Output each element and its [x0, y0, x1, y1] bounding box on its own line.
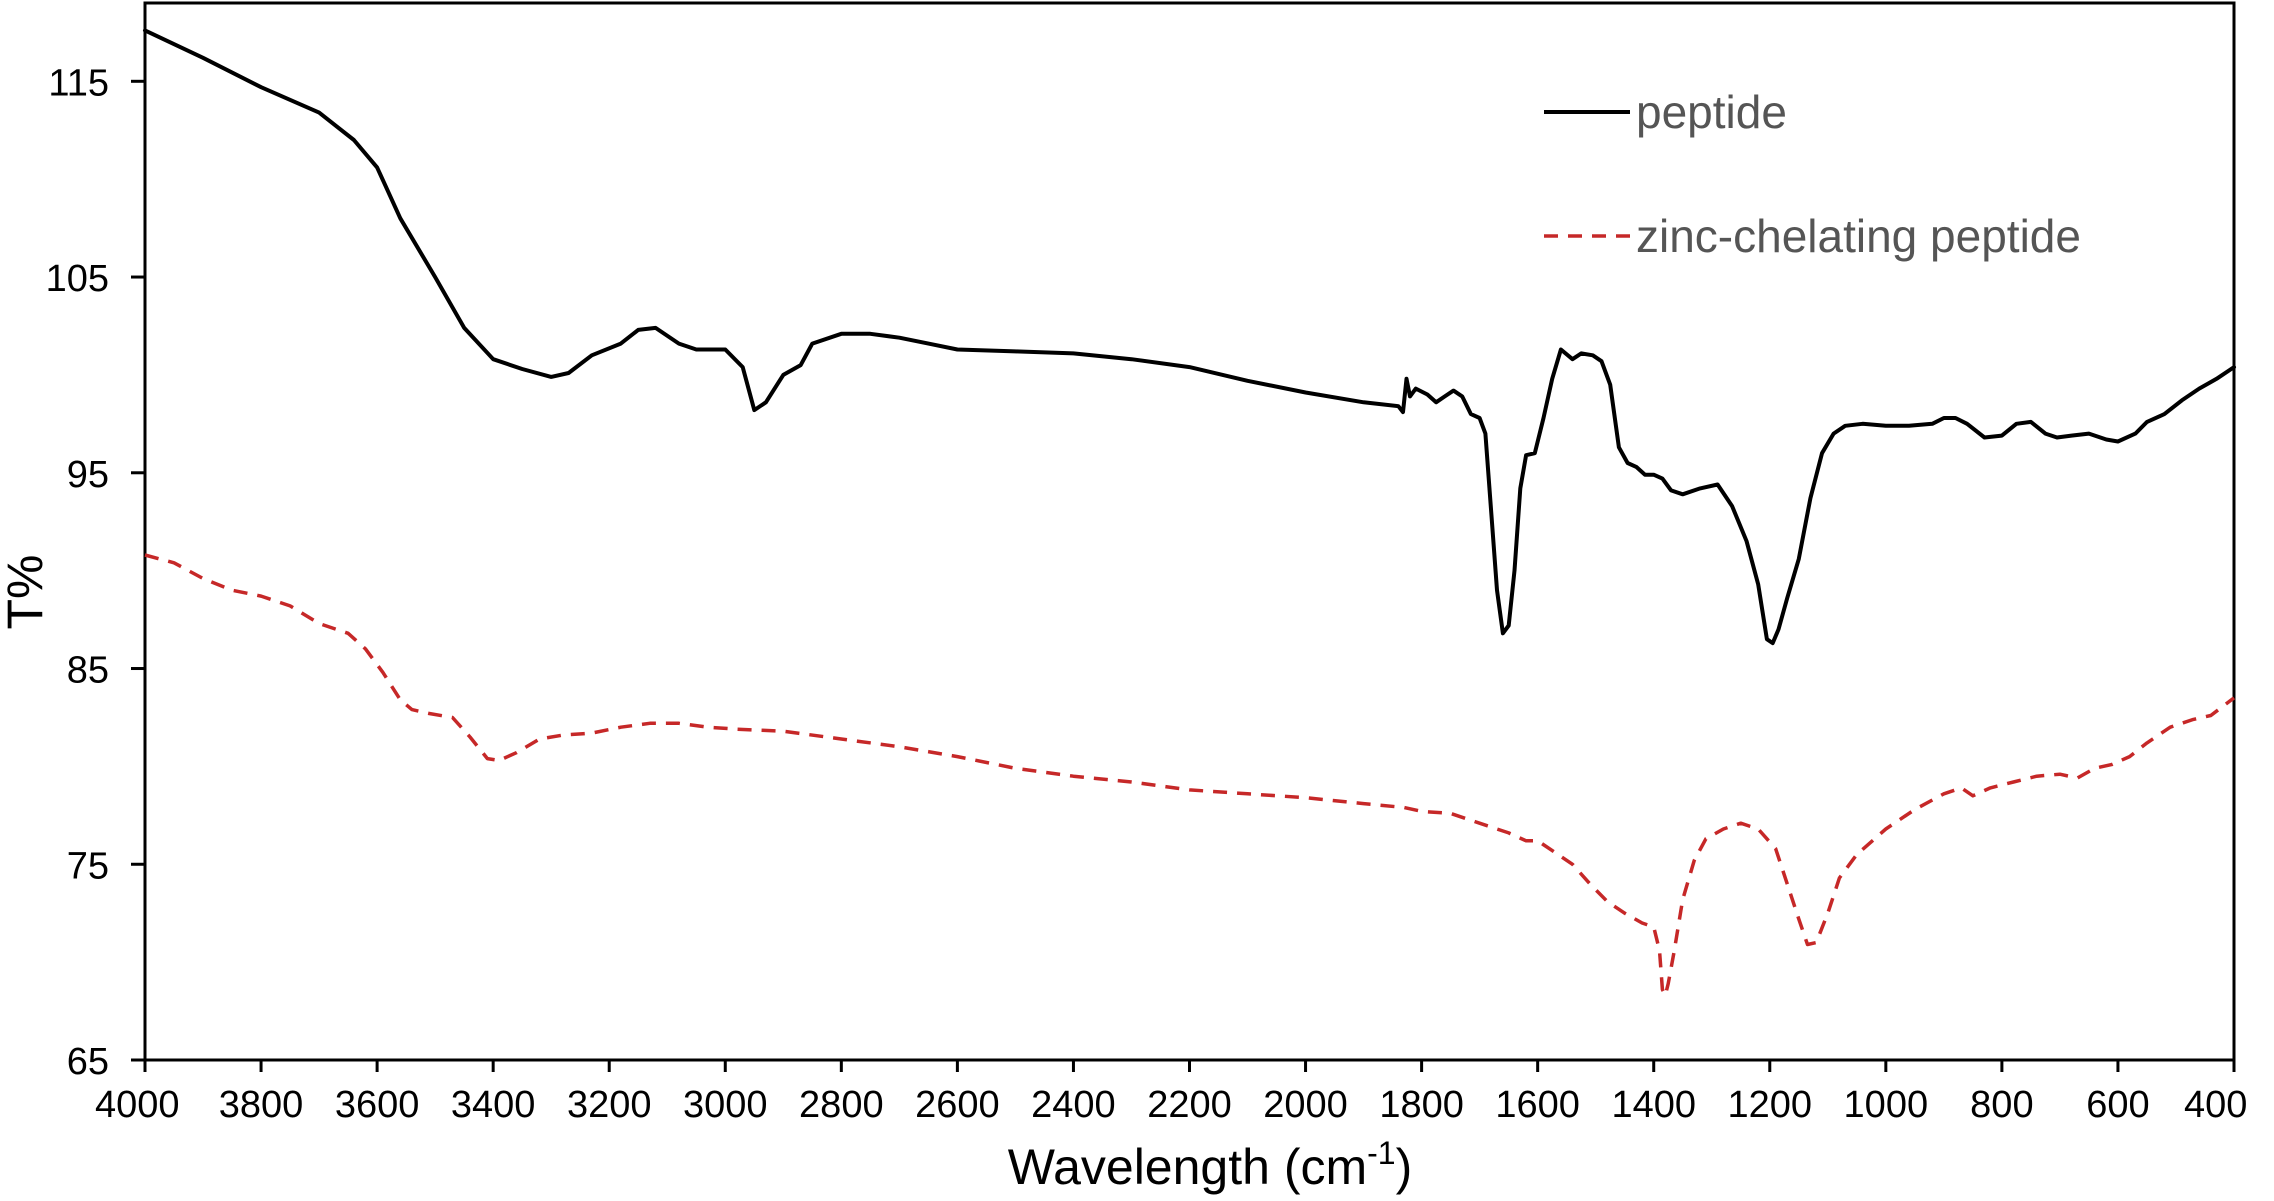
x-tick-label: 400	[2184, 1084, 2247, 1126]
x-tick-label: 4000	[95, 1084, 180, 1126]
plot-area	[143, 1, 2236, 1062]
series-layer	[143, 28, 2236, 998]
y-tick-label: 75	[67, 845, 109, 887]
x-axis-title-superscript: -1	[1367, 1135, 1395, 1171]
y-tick-label: 95	[67, 454, 109, 496]
x-tick-label: 3800	[219, 1084, 304, 1126]
x-axis: 4000 3800 3600 3400 3200 3000 2800 2600 2400 2200…	[95, 1060, 2247, 1126]
x-axis-title: Wavelength (cm-1)	[1008, 1135, 1412, 1195]
x-tick-label: 1800	[1379, 1084, 1464, 1126]
y-tick-label: 65	[67, 1041, 109, 1083]
x-axis-title-close: )	[1396, 1139, 1413, 1195]
x-tick-label: 2000	[1263, 1084, 1348, 1126]
x-tick-label: 800	[1970, 1084, 2033, 1126]
x-axis-title-main: Wavelength (cm	[1008, 1139, 1367, 1195]
y-tick-label: 105	[46, 258, 109, 300]
x-tick-label: 2400	[1031, 1084, 1116, 1126]
x-tick-label: 1200	[1728, 1084, 1813, 1126]
x-tick-label: 1000	[1844, 1084, 1929, 1126]
x-tick-label: 3000	[683, 1084, 768, 1126]
x-tick-label: 1400	[1611, 1084, 1696, 1126]
legend-label: peptide	[1636, 86, 1787, 138]
y-tick-label: 85	[67, 650, 109, 692]
y-axis: 65 75 85 95 105 115	[46, 62, 145, 1083]
x-tick-label: 600	[2086, 1084, 2149, 1126]
x-tick-label: 3400	[451, 1084, 536, 1126]
series-line-zinc-chelating-peptide	[144, 553, 2236, 998]
plot-frame	[143, 1, 2236, 1062]
x-tick-label: 2600	[915, 1084, 1000, 1126]
x-tick-label: 1600	[1495, 1084, 1580, 1126]
y-axis-title: T%	[0, 555, 53, 630]
x-tick-label: 2200	[1147, 1084, 1232, 1126]
series-line-peptide	[143, 28, 2236, 646]
x-tick-label: 2800	[799, 1084, 884, 1126]
legend-label: zinc-chelating peptide	[1636, 210, 2081, 262]
y-tick-label: 115	[48, 62, 109, 104]
legend: peptide zinc-chelating peptide	[1544, 86, 2081, 262]
x-tick-label: 3200	[567, 1084, 652, 1126]
x-tick-label: 3600	[335, 1084, 420, 1126]
